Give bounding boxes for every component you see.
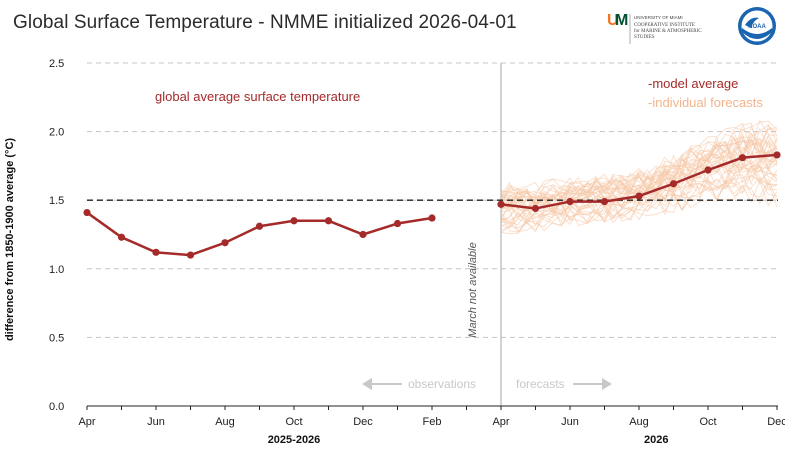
y-tick-label: 2.5 (49, 58, 64, 70)
x-tick-label: Feb (423, 416, 442, 428)
period-label: 2025-2026 (268, 434, 321, 446)
annotations: global average surface temperature -model… (155, 76, 763, 391)
x-tick-label: Dec (353, 416, 373, 428)
observed-point (428, 214, 436, 222)
ensemble-member-line (500, 126, 778, 203)
logo-text-line: STUDIES (634, 35, 655, 40)
x-tick-label: Oct (699, 416, 716, 428)
individual-forecasts (500, 119, 778, 235)
observations-arrow-label: observations (408, 377, 476, 391)
x-tick-label: Oct (285, 416, 302, 428)
observed-line (86, 211, 433, 257)
ensemble-member-line (500, 137, 778, 210)
model-average-point (773, 151, 781, 159)
model-average-point (635, 192, 643, 200)
observed-point (117, 233, 126, 241)
x-tick-label: Dec (767, 416, 785, 428)
x-tick-label: Aug (215, 416, 235, 428)
left-arrow-head (362, 378, 372, 390)
ensemble-member-line (500, 122, 778, 206)
logo-text-line: UNIVERSITY OF MIAMI (634, 15, 683, 20)
model-average-point (704, 166, 712, 174)
noaa-logo-text: NOAA (748, 24, 766, 30)
model-average-point (566, 197, 574, 206)
observed-point (152, 248, 160, 256)
observed-series-label: global average surface temperature (155, 89, 360, 104)
legend-model-average: -model average (648, 76, 738, 91)
observed-point (221, 239, 229, 247)
y-tick-label: 0.5 (49, 332, 64, 344)
x-tick-label: Aug (629, 416, 649, 428)
period-label: 2026 (644, 434, 668, 446)
legend-individual-forecasts: -individual forecasts (648, 95, 763, 110)
model-average-point (600, 197, 609, 206)
model-average-point (531, 204, 540, 213)
model-average-point (497, 200, 505, 208)
observed-point (359, 230, 367, 239)
observed-point (290, 217, 298, 225)
y-tick-label: 2.0 (49, 127, 64, 139)
x-tick-label: Jun (561, 416, 579, 428)
x-tick-label: Apr (492, 416, 509, 428)
ensemble-member-line (500, 176, 778, 233)
y-tick-label: 1.0 (49, 264, 64, 276)
y-tick-label: 0.0 (49, 401, 64, 413)
logo-text-line: for MARINE & ATMOSPHERIC (634, 29, 702, 34)
cimas-logo: U M UNIVERSITY OF MIAMI COOPERATIVE INST… (607, 12, 702, 44)
ensemble-member-line (500, 140, 778, 211)
observed-point (255, 222, 264, 230)
observed-point (186, 251, 195, 259)
y-tick-label: 1.5 (49, 195, 64, 207)
model-average-point (669, 180, 678, 188)
observed-point (393, 219, 402, 228)
march-missing-note: March not available (467, 242, 479, 337)
forecasts-arrow-label: forecasts (516, 377, 565, 391)
series (83, 151, 781, 259)
axes: 0.0 0.5 1.0 1.5 2.0 2.5 difference from 1850-1… (4, 58, 785, 446)
model-average-point (738, 154, 747, 162)
x-tick-label: Apr (78, 416, 95, 428)
right-arrow-head (602, 378, 612, 390)
logo-text-line: COOPERATIVE INSTITUTE (634, 23, 695, 28)
x-tick-label: Jun (147, 416, 165, 428)
noaa-logo: NOAA (738, 7, 776, 45)
svg-text:U: U (607, 12, 619, 29)
svg-text:M: M (615, 12, 628, 29)
observed-point (324, 217, 333, 225)
page-title: Global Surface Temperature - NMME initia… (13, 12, 517, 33)
ensemble-member-line (500, 150, 778, 221)
ensemble-member-line (500, 165, 778, 232)
observed-point (83, 208, 91, 217)
y-axis-title: difference from 1850-1900 average (°C) (4, 138, 16, 341)
